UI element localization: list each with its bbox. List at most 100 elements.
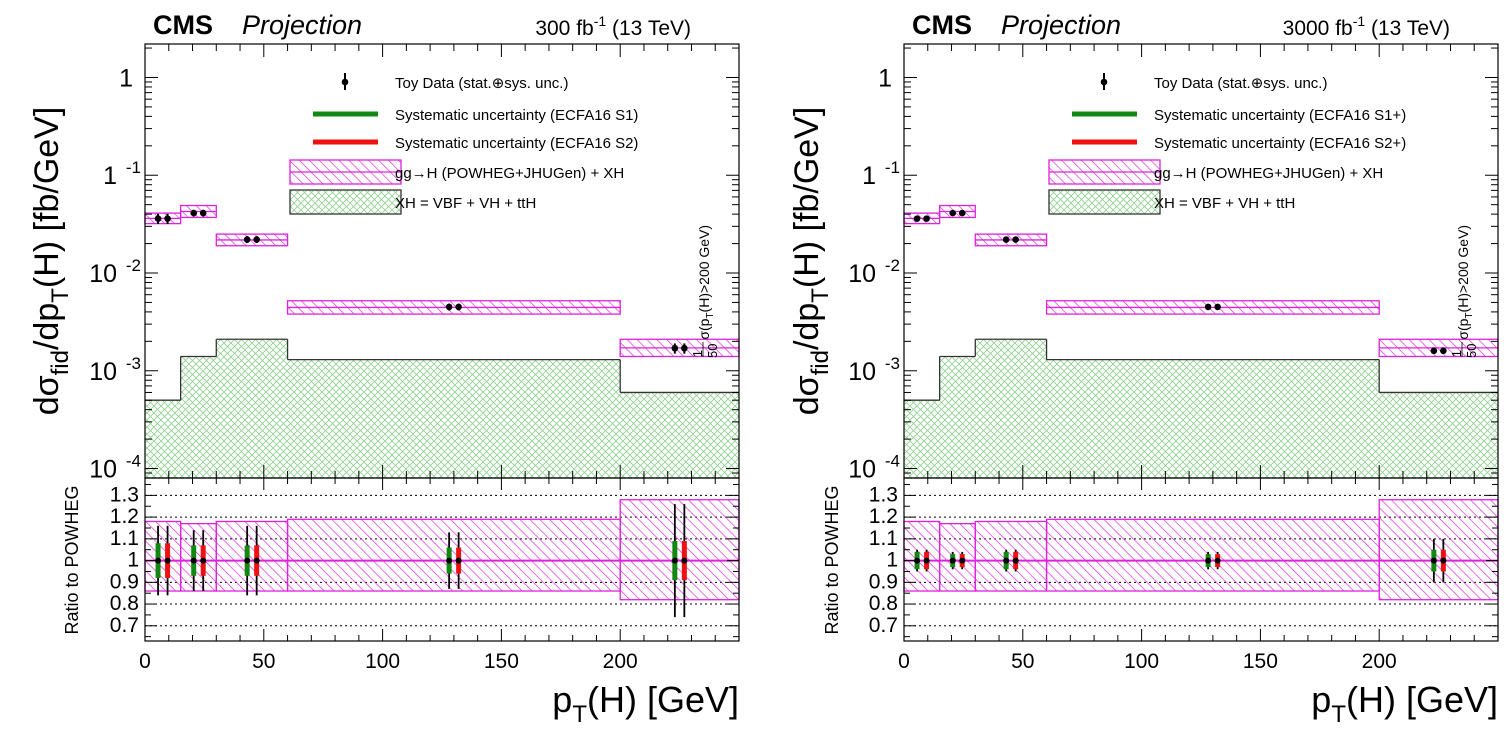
y-tick-label: 10 [89,456,117,484]
legend-label: XH = VBF + VH + ttH [1154,195,1295,212]
projection-label: Projection [242,10,362,40]
toy-data-point [455,303,462,311]
ratio-s2-point [1214,557,1221,564]
legend-item-data: Toy Data (stat.⊕sys. unc.) [341,73,568,92]
toy-data-point [1012,236,1019,243]
ratio-s1-point [446,557,453,564]
legend-item-red: Systematic uncertainty (ECFA16 S2+) [1072,135,1406,152]
legend-item-xh: XH = VBF + VH + ttH [1048,189,1295,215]
ratio-s2-point [681,557,688,564]
legend-green-swatch [1072,111,1137,117]
x-tick-label: 200 [1362,650,1397,673]
ratio-plot-frame [903,477,1499,642]
ratio-y-tick-label: 0.9 [110,570,139,593]
legend-item-green: Systematic uncertainty (ECFA16 S1) [313,107,638,124]
legend-data-marker [341,78,349,86]
toy-data-point [949,209,957,217]
ratio-s2-point [253,557,260,564]
legend: Toy Data (stat.⊕sys. unc.) Systematic unc… [1048,73,1406,215]
ratio-s1-point [190,557,197,564]
ratio-y-tick-label: 0.9 [869,570,898,593]
y-tick-label: 10 [89,260,117,288]
y-tick-label: 10 [848,260,876,288]
y-tick-label: 10 [848,456,876,484]
xh-histogram-fill [145,339,739,478]
ratio-s1-point [949,557,956,564]
ratio-band-bin [938,522,976,592]
ratio-band-bin [179,522,217,592]
legend-label: gg→H (POWHEG+JHUGen) + XH [1154,165,1383,182]
toy-data-point [199,209,207,217]
ratio-s1-point [914,557,921,564]
luminosity-label: 300 fb-1 (13 TeV) [535,13,691,40]
ratio-y-axis-title: Ratio to POWHEG [822,485,842,634]
toy-data-point [253,236,260,243]
ratio-y-tick-label: 0.8 [869,592,898,615]
legend: Toy Data (stat.⊕sys. unc.) Systematic unc… [289,73,638,215]
ratio-s1-point [244,557,251,564]
ratio-s1-point [671,557,678,564]
ratio-y-tick-label: 1.1 [869,527,898,550]
legend-item-ggh: gg→H (POWHEG+JHUGen) + XH [1048,159,1383,185]
cms-label: CMS [912,10,972,40]
legend-label: gg→H (POWHEG+JHUGen) + XH [395,165,624,182]
toy-data-point [1002,236,1010,243]
ratio-s2-point [455,557,462,564]
ratio-y-tick-label: 1 [886,549,898,572]
y-tick-label: 1 [862,162,876,190]
x-tick-label: 0 [139,650,151,673]
legend-label: Systematic uncertainty (ECFA16 S1) [395,107,638,124]
toy-data-point [913,215,921,222]
legend-label: Systematic uncertainty (ECFA16 S1+) [1154,107,1406,124]
toy-data-point [154,215,162,222]
projection-label: Projection [1001,10,1121,40]
toy-data-point [671,344,679,352]
note-1-over-50: 150 σ(pT(H)>200 GeV) [690,225,720,358]
y-tick-label: 1 [103,162,117,190]
ratio-y-tick-label: 1.2 [110,505,139,528]
x-tick-label: 0 [898,650,910,673]
toy-data-point [445,303,453,311]
x-tick-label: 50 [252,650,275,673]
legend-label: Toy Data (stat.⊕sys. unc.) [395,75,568,92]
y-tick-label-exp: -2 [885,256,900,275]
x-tick-label: 100 [365,650,400,673]
ratio-plot-frame [144,477,740,642]
y-tick-label: 10 [89,358,117,386]
ratio-s2-point [1440,557,1447,564]
y-tick-label-exp: -4 [126,452,141,471]
legend-item-xh: XH = VBF + VH + ttH [289,189,536,215]
ratio-band-bin [286,518,621,592]
ratio-band-bin [903,520,941,592]
legend-red-swatch [313,139,378,145]
cms-label: CMS [153,10,213,40]
legend-xh-swatch [1048,189,1161,215]
ratio-y-tick-label: 1 [127,549,139,572]
x-tick-label: 150 [484,650,519,673]
ratio-band-bin [215,520,289,592]
ratio-y-tick-label: 1.3 [110,483,139,506]
y-tick-label-exp: -4 [885,452,900,471]
legend-label: Systematic uncertainty (ECFA16 S2+) [1154,135,1406,152]
legend-label: Toy Data (stat.⊕sys. unc.) [1154,75,1327,92]
ratio-s1-point [155,557,162,564]
y-tick-label: 1 [119,64,133,92]
ratio-y-axis-title: Ratio to POWHEG [62,485,82,634]
ratio-s1-point [1003,557,1010,564]
toy-data-point [1214,303,1221,311]
legend-label: XH = VBF + VH + ttH [395,195,536,212]
ratio-y-tick-label: 1.3 [869,483,898,506]
ratio-band-bin [619,499,740,601]
y-axis-title: dσfid/dpT(H) [fb/GeV] [28,107,74,416]
legend-item-data: Toy Data (stat.⊕sys. unc.) [1100,73,1327,92]
y-axis-title: dσfid/dpT(H) [fb/GeV] [788,107,834,416]
ratio-band-bin [1378,499,1499,601]
x-tick-label: 100 [1124,650,1159,673]
toy-data-point [243,236,251,243]
ratio-band-bin [974,520,1048,592]
legend-xh-swatch [289,189,402,215]
ratio-y-tick-label: 1.1 [110,527,139,550]
legend-item-ggh: gg→H (POWHEG+JHUGen) + XH [289,159,624,185]
